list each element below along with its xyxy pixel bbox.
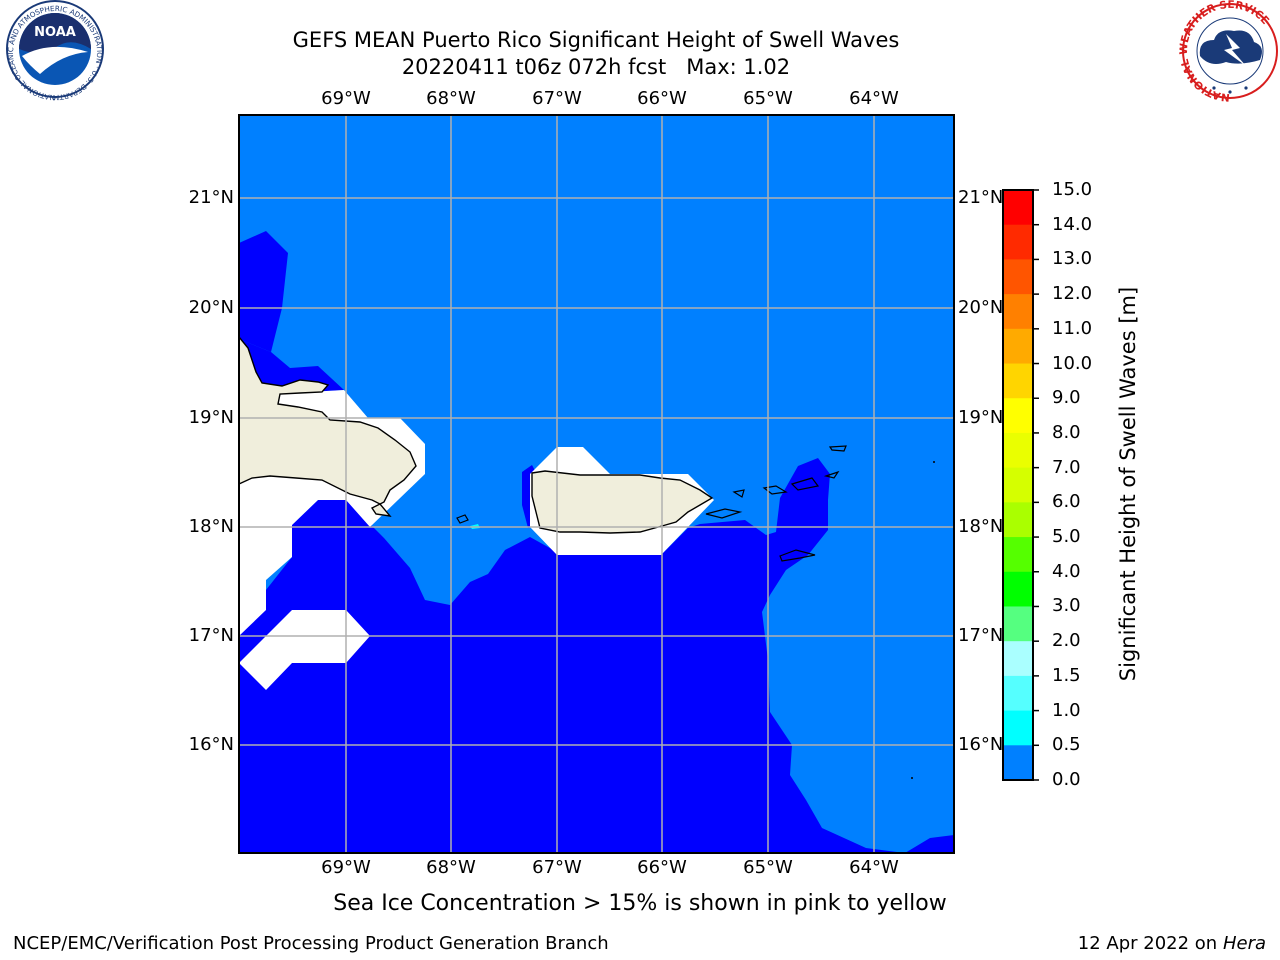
lat-label-right-16n: 16°N xyxy=(958,734,1004,755)
colorbar-tick-label: 2.0 xyxy=(1052,630,1081,652)
footer-right: 12 Apr 2022 on Hera xyxy=(1078,933,1266,955)
colorbar-tick-label: 1.5 xyxy=(1052,664,1081,686)
island-tortola xyxy=(790,477,820,491)
footer-date: 12 Apr 2022 on xyxy=(1077,933,1223,954)
lon-label-top-69w: 69°W xyxy=(321,88,371,109)
colorbar-tick-label: 10.0 xyxy=(1052,352,1093,374)
lon-label-bottom-69w: 69°W xyxy=(321,857,371,878)
colorbar-tick-label: 9.0 xyxy=(1052,387,1081,409)
swell-0-to-0-5-northwest xyxy=(239,231,288,352)
chart-subtitle: 20220411 t06z 072h fcst Max: 1.02 xyxy=(401,55,791,79)
swell-0-to-0-5-southeast xyxy=(905,835,954,853)
map-frame xyxy=(238,114,955,854)
lat-label-left-20n: 20°N xyxy=(188,297,234,318)
nws-logo: NATIONAL WEATHER SERVICE xyxy=(1178,0,1278,103)
land-puerto-rico xyxy=(531,470,714,534)
lat-label-right-20n: 20°N xyxy=(958,297,1004,318)
colorbar-label: Significant Height of Swell Waves [m] xyxy=(1116,286,1140,682)
lon-label-bottom-68w: 68°W xyxy=(426,857,476,878)
lon-label-bottom-65w: 65°W xyxy=(743,857,793,878)
lon-label-bottom-67w: 67°W xyxy=(532,857,582,878)
lon-label-top-67w: 67°W xyxy=(532,88,582,109)
masked-area-south xyxy=(239,610,370,690)
lon-label-bottom-66w: 66°W xyxy=(637,857,687,878)
chart-title: GEFS MEAN Puerto Rico Significant Height… xyxy=(292,28,900,52)
colorbar-tick-label: 7.0 xyxy=(1052,456,1081,478)
lat-label-left-17n: 17°N xyxy=(188,625,234,646)
island-virgin-gorda xyxy=(823,470,840,479)
colorbar-tick-label: 14.0 xyxy=(1052,213,1093,235)
map-gridlines xyxy=(239,115,954,853)
colorbar-tick-label: 0.0 xyxy=(1052,769,1081,790)
colorbar-tick-label: 5.0 xyxy=(1052,526,1081,548)
lon-label-bottom-64w: 64°W xyxy=(849,857,899,878)
lat-label-left-19n: 19°N xyxy=(188,407,234,428)
island-st-croix xyxy=(779,549,816,562)
lat-label-left-16n: 16°N xyxy=(188,734,234,755)
colorbar-tick-label: 0.5 xyxy=(1052,734,1081,756)
colorbar-tick-label: 8.0 xyxy=(1052,421,1081,443)
island-mona xyxy=(456,514,469,524)
lat-label-right-17n: 17°N xyxy=(958,625,1004,646)
colorbar-tick-label: 1.0 xyxy=(1052,699,1081,721)
island-dot-1 xyxy=(933,461,935,463)
lon-label-top-68w: 68°W xyxy=(426,88,476,109)
island-culebra xyxy=(732,489,745,498)
lat-label-right-19n: 19°N xyxy=(958,407,1004,428)
footer-machine: Hera xyxy=(1222,933,1266,954)
footer-left: NCEP/EMC/Verification Post Processing Pr… xyxy=(13,933,609,954)
island-dot-2 xyxy=(911,777,913,779)
colorbar-tick-label: 6.0 xyxy=(1052,491,1081,513)
colorbar-tick-label: 11.0 xyxy=(1052,317,1093,339)
colorbar-tick-label: 3.0 xyxy=(1052,595,1081,617)
colorbar-tick-label: 15.0 xyxy=(1052,179,1093,200)
lon-label-top-64w: 64°W xyxy=(849,88,899,109)
island-vieques xyxy=(705,508,743,519)
swell-0-to-0-5-caribbean xyxy=(239,458,905,853)
land-hispaniola xyxy=(239,335,417,517)
lon-label-top-66w: 66°W xyxy=(637,88,687,109)
island-st-thomas xyxy=(762,485,788,495)
lat-label-right-21n: 21°N xyxy=(958,187,1004,208)
lat-label-left-21n: 21°N xyxy=(188,187,234,208)
colorbar-tick-label: 4.0 xyxy=(1052,560,1081,582)
lon-label-top-65w: 65°W xyxy=(743,88,793,109)
island-anegada xyxy=(828,445,847,452)
colorbar-tick-label: 13.0 xyxy=(1052,248,1093,270)
lat-label-left-18n: 18°N xyxy=(188,516,234,537)
lat-label-right-18n: 18°N xyxy=(958,516,1004,537)
noaa-logo-text: NOAA xyxy=(34,25,76,40)
sea-ice-note: Sea Ice Concentration > 15% is shown in … xyxy=(333,891,947,916)
colorbar-tick-label: 12.0 xyxy=(1052,283,1093,305)
